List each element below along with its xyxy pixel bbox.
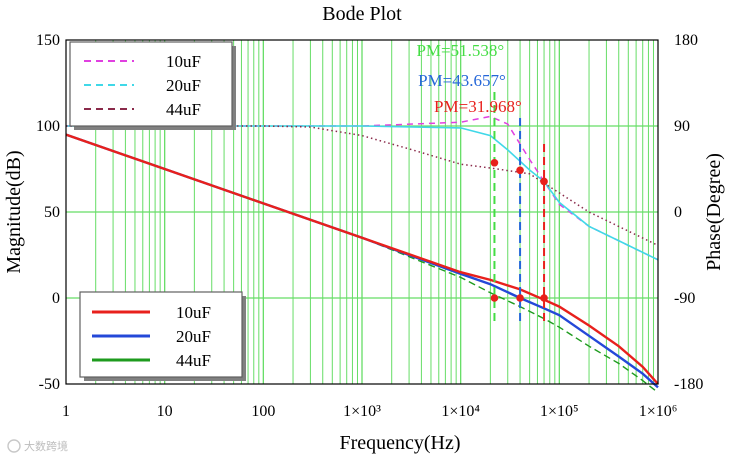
y-right-tick-label: -180 bbox=[674, 376, 703, 393]
x-tick-label: 1×10⁴ bbox=[441, 403, 480, 420]
y-left-tick-label: 150 bbox=[36, 32, 60, 49]
pm-crossover-point bbox=[490, 294, 499, 302]
chart-title: Bode Plot bbox=[322, 3, 402, 25]
pm-phase-point bbox=[540, 177, 548, 186]
x-tick-label: 1×10⁵ bbox=[540, 403, 579, 420]
legend-label-20uF: 20uF bbox=[166, 76, 201, 95]
legend-label-44uF: 44uF bbox=[176, 351, 211, 370]
y-left-axis-label: Magnitude(dB) bbox=[3, 150, 25, 273]
pm-label: PM=43.657° bbox=[418, 71, 506, 90]
watermark-text: 大数跨境 bbox=[24, 439, 68, 453]
x-axis-label: Frequency(Hz) bbox=[339, 432, 460, 454]
series-layer bbox=[65, 115, 659, 394]
phase-line-20uF bbox=[66, 125, 659, 261]
pm-label: PM=31.968° bbox=[434, 97, 522, 116]
x-tick-label: 10 bbox=[157, 403, 173, 420]
tick-labels: 1 10 100 1×10³ 1×10⁴ 1×10⁵ 1×10⁶ 150 100 50 0 -50 18… bbox=[36, 32, 703, 420]
y-right-tick-label: 180 bbox=[674, 32, 698, 49]
magnitude-legend: 10uF 20uF 44uF bbox=[79, 291, 246, 381]
phase-legend: 10uF 20uF 44uF bbox=[69, 41, 236, 130]
x-tick-label: 100 bbox=[251, 403, 275, 420]
pm-crossover-point bbox=[540, 294, 548, 302]
phase-margin-markers: PM=51.538° PM=43.657° PM=31.968° bbox=[416, 41, 548, 324]
y-right-axis-label: Phase(Degree) bbox=[703, 153, 725, 271]
y-left-tick-label: -50 bbox=[39, 376, 60, 393]
legend-box bbox=[69, 41, 233, 127]
y-left-tick-label: 100 bbox=[36, 118, 60, 135]
watermark-logo-icon bbox=[7, 439, 21, 453]
legend-label-10uF: 10uF bbox=[166, 52, 201, 71]
phase-line-44uF bbox=[66, 125, 659, 247]
y-right-tick-label: 90 bbox=[674, 118, 690, 135]
plot-frame bbox=[65, 39, 659, 385]
x-tick-label: 1×10⁶ bbox=[639, 403, 678, 420]
legend-label-20uF: 20uF bbox=[176, 327, 211, 346]
x-tick-label: 1×10³ bbox=[343, 403, 381, 420]
y-left-tick-label: 0 bbox=[52, 290, 60, 307]
pm-phase-point bbox=[516, 166, 524, 175]
y-right-tick-label: -90 bbox=[674, 290, 695, 307]
watermark: 大数跨境 bbox=[7, 439, 68, 453]
pm-label: PM=51.538° bbox=[416, 41, 504, 60]
pm-phase-point bbox=[490, 158, 499, 167]
pm-crossover-point bbox=[516, 294, 524, 302]
x-tick-label: 1 bbox=[62, 403, 70, 420]
y-left-tick-label: 50 bbox=[44, 204, 60, 221]
legend-label-10uF: 10uF bbox=[176, 303, 211, 322]
y-right-tick-label: 0 bbox=[674, 204, 682, 221]
legend-label-44uF: 44uF bbox=[166, 100, 201, 119]
